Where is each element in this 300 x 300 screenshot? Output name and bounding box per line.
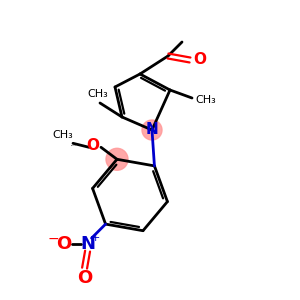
Text: O: O [194,52,206,68]
Text: O: O [56,235,71,253]
Text: O: O [77,269,92,287]
Text: O: O [86,138,100,153]
Text: −: − [48,232,59,246]
Text: methoxy: methoxy [71,145,77,146]
Text: N: N [80,235,95,253]
Text: CH₃: CH₃ [195,95,216,105]
Text: +: + [91,233,100,243]
Circle shape [142,120,162,140]
Text: CH₃: CH₃ [52,130,74,140]
Text: N: N [146,122,158,137]
Text: CH₃: CH₃ [88,89,108,99]
Circle shape [106,148,128,170]
